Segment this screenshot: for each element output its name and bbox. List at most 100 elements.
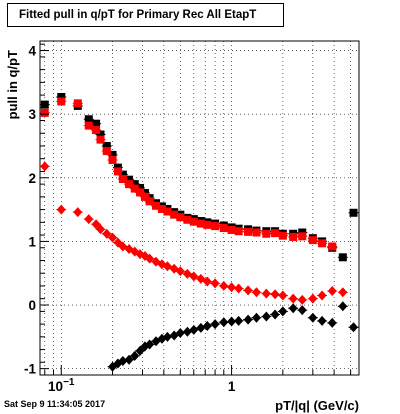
chart-title: Fitted pull in q/pT for Primary Rec All …: [7, 3, 284, 27]
data-point: [157, 204, 166, 213]
data-point: [243, 314, 253, 325]
data-point: [234, 283, 244, 294]
data-point: [328, 242, 337, 251]
data-point: [270, 309, 280, 320]
data-point: [108, 155, 117, 164]
data-point: [124, 354, 134, 365]
plot-frame: [39, 40, 360, 376]
x-tick-label-base: 10: [48, 379, 63, 394]
data-point: [96, 135, 105, 144]
data-point: [136, 188, 145, 197]
data-point: [234, 315, 244, 326]
y-tick-label: 3: [28, 107, 36, 122]
data-point: [130, 350, 140, 361]
data-point: [56, 204, 66, 215]
x-tick-label: 1: [228, 379, 236, 394]
data-point: [113, 167, 122, 176]
data-point: [91, 219, 101, 230]
data-point: [318, 239, 327, 248]
data-point: [271, 229, 280, 238]
data-point: [170, 210, 179, 219]
data-point: [96, 224, 106, 235]
x-axis-label: pT/|q| (GeV/c): [275, 398, 359, 413]
data-point: [202, 276, 212, 287]
data-point: [297, 294, 307, 305]
data-point: [189, 217, 198, 226]
data-point: [40, 161, 50, 172]
series-4: [107, 301, 359, 372]
data-point: [261, 288, 271, 299]
data-point: [145, 339, 155, 350]
data-point: [183, 215, 192, 224]
data-point: [40, 100, 49, 109]
data-point: [338, 301, 348, 312]
data-point: [84, 121, 93, 130]
data-point: [288, 303, 298, 314]
data-point: [136, 183, 145, 192]
data-point: [219, 317, 229, 328]
data-point: [130, 180, 139, 189]
data-point: [210, 278, 220, 289]
data-point: [262, 229, 271, 238]
data-point: [298, 232, 307, 241]
axis-ticks: [40, 43, 352, 376]
data-point: [57, 92, 66, 101]
series-2: [39, 97, 338, 251]
y-tick-label: -1: [24, 362, 36, 377]
data-point: [227, 316, 237, 327]
data-point: [162, 331, 172, 342]
timestamp: Sat Sep 9 11:34:05 2017: [4, 399, 106, 409]
data-point: [278, 306, 288, 317]
data-point: [84, 115, 93, 124]
data-point: [125, 175, 134, 184]
series-3: [39, 161, 348, 305]
data-point: [349, 322, 359, 333]
data-point: [227, 282, 237, 293]
data-point: [96, 130, 105, 139]
data-point: [140, 192, 149, 201]
data-point: [108, 232, 118, 243]
data-point: [189, 324, 199, 335]
data-point: [219, 224, 228, 233]
data-point: [92, 126, 101, 135]
data-point: [308, 293, 318, 304]
y-tick-label: 2: [28, 171, 36, 186]
data-point: [251, 287, 261, 298]
data-point: [102, 228, 112, 239]
data-point: [243, 285, 253, 296]
data-point: [145, 197, 154, 206]
data-point: [102, 147, 111, 156]
data-point: [152, 201, 161, 210]
data-point: [196, 219, 205, 228]
series-1: [39, 92, 359, 262]
data-point: [234, 227, 243, 236]
x-tick-label: 10−1: [48, 377, 75, 394]
y-tick-label: 4: [28, 44, 36, 59]
data-point: [125, 180, 134, 189]
data-point: [349, 208, 358, 217]
data-point: [338, 287, 348, 298]
data-point: [317, 315, 327, 326]
y-axis-label: pull in q/pT: [5, 50, 20, 119]
data-point: [40, 108, 49, 117]
data-point: [270, 289, 280, 300]
data-markers: [39, 92, 359, 372]
y-tick-label: 1: [28, 234, 36, 249]
data-point: [297, 305, 307, 316]
data-point: [289, 232, 298, 241]
data-point: [73, 207, 83, 218]
data-point: [251, 312, 261, 323]
data-point: [145, 253, 155, 264]
data-point: [210, 319, 220, 330]
data-point: [227, 225, 236, 234]
data-point: [288, 293, 298, 304]
data-point: [118, 170, 127, 179]
data-point: [211, 222, 220, 231]
x-tick-label-exponent: −1: [63, 377, 75, 388]
data-point: [108, 150, 117, 159]
data-point: [308, 236, 317, 245]
data-point: [278, 290, 288, 301]
data-point: [92, 119, 101, 128]
data-point: [327, 286, 337, 297]
data-point: [202, 321, 212, 332]
